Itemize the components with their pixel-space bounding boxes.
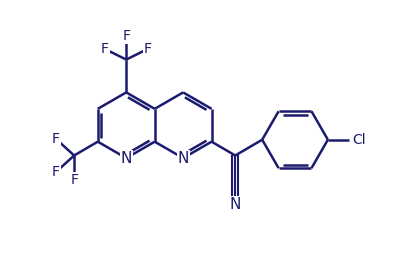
Text: F: F <box>122 29 130 43</box>
Text: N: N <box>229 197 241 212</box>
Text: Cl: Cl <box>352 133 366 147</box>
Text: N: N <box>121 151 132 166</box>
Text: F: F <box>52 165 60 179</box>
Text: F: F <box>52 132 60 146</box>
Text: F: F <box>144 42 152 56</box>
Text: F: F <box>70 173 78 187</box>
Text: F: F <box>101 42 109 56</box>
Text: N: N <box>177 151 189 166</box>
